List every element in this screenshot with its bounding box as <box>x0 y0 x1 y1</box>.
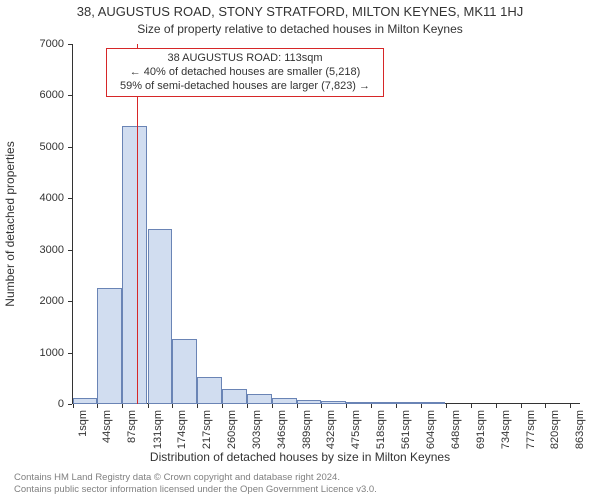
x-tick-label: 131sqm <box>152 410 164 449</box>
y-tick-label: 1000 <box>24 347 64 359</box>
chart-container: 38, AUGUSTUS ROAD, STONY STRATFORD, MILT… <box>0 0 600 500</box>
footer-attribution: Contains HM Land Registry data © Crown c… <box>14 472 377 496</box>
x-tick-label: 174sqm <box>176 410 188 449</box>
x-tick-label: 863sqm <box>574 410 586 449</box>
x-tick-mark <box>446 404 447 408</box>
y-tick-mark <box>68 147 72 148</box>
histogram-bar <box>73 398 98 404</box>
y-tick-mark <box>68 44 72 45</box>
y-tick-label: 7000 <box>24 38 64 50</box>
x-tick-mark <box>471 404 472 408</box>
histogram-bar <box>297 400 322 404</box>
histogram-bar <box>148 229 173 404</box>
x-tick-mark <box>197 404 198 408</box>
y-tick-mark <box>68 301 72 302</box>
histogram-bar <box>371 402 396 404</box>
x-tick-mark <box>545 404 546 408</box>
x-tick-label: 648sqm <box>450 410 462 449</box>
histogram-bar <box>172 339 197 404</box>
x-tick-mark <box>272 404 273 408</box>
histogram-bar <box>97 288 122 404</box>
y-tick-mark <box>68 404 72 405</box>
x-tick-mark <box>396 404 397 408</box>
y-tick-mark <box>68 198 72 199</box>
y-tick-label: 5000 <box>24 141 64 153</box>
histogram-bar <box>122 126 147 404</box>
y-tick-label: 4000 <box>24 192 64 204</box>
y-tick-mark <box>68 95 72 96</box>
annotation-box: 38 AUGUSTUS ROAD: 113sqm← 40% of detache… <box>106 48 384 97</box>
chart-subtitle: Size of property relative to detached ho… <box>0 22 600 36</box>
y-tick-label: 6000 <box>24 89 64 101</box>
x-tick-mark <box>73 404 74 408</box>
x-tick-label: 87sqm <box>126 410 138 443</box>
y-tick-label: 3000 <box>24 244 64 256</box>
x-tick-label: 303sqm <box>251 410 263 449</box>
reference-line <box>137 44 138 404</box>
y-tick-label: 2000 <box>24 295 64 307</box>
x-tick-mark <box>247 404 248 408</box>
x-tick-mark <box>122 404 123 408</box>
x-tick-mark <box>570 404 571 408</box>
plot-area: 010002000300040005000600070001sqm44sqm87… <box>72 44 580 404</box>
x-tick-mark <box>421 404 422 408</box>
histogram-bar <box>222 389 247 404</box>
x-tick-label: 777sqm <box>525 410 537 449</box>
annotation-line: 38 AUGUSTUS ROAD: 113sqm <box>113 52 377 66</box>
x-tick-label: 260sqm <box>226 410 238 449</box>
y-tick-mark <box>68 353 72 354</box>
x-tick-mark <box>148 404 149 408</box>
x-tick-label: 734sqm <box>500 410 512 449</box>
x-tick-label: 44sqm <box>101 410 113 443</box>
x-tick-label: 604sqm <box>425 410 437 449</box>
histogram-bar <box>421 402 446 404</box>
x-tick-label: 217sqm <box>201 410 213 449</box>
x-axis-title: Distribution of detached houses by size … <box>0 450 600 464</box>
histogram-bar <box>247 394 272 404</box>
x-tick-mark <box>172 404 173 408</box>
x-tick-label: 389sqm <box>301 410 313 449</box>
annotation-line: ← 40% of detached houses are smaller (5,… <box>113 66 377 80</box>
y-axis-title: Number of detached properties <box>3 141 17 306</box>
footer-line-2: Contains public sector information licen… <box>14 484 377 496</box>
x-tick-mark <box>222 404 223 408</box>
footer-line-1: Contains HM Land Registry data © Crown c… <box>14 472 377 484</box>
x-tick-mark <box>371 404 372 408</box>
y-tick-mark <box>68 250 72 251</box>
x-tick-mark <box>297 404 298 408</box>
x-tick-mark <box>97 404 98 408</box>
histogram-bar <box>197 377 222 404</box>
chart-title: 38, AUGUSTUS ROAD, STONY STRATFORD, MILT… <box>0 4 600 19</box>
x-tick-label: 518sqm <box>375 410 387 449</box>
histogram-bar <box>346 402 371 404</box>
x-tick-label: 691sqm <box>475 410 487 449</box>
histogram-bar <box>272 398 297 404</box>
x-tick-mark <box>496 404 497 408</box>
x-tick-mark <box>521 404 522 408</box>
annotation-line: 59% of semi-detached houses are larger (… <box>113 80 377 94</box>
x-tick-mark <box>321 404 322 408</box>
histogram-bar <box>396 402 421 404</box>
x-tick-label: 561sqm <box>400 410 412 449</box>
x-tick-label: 1sqm <box>77 410 89 437</box>
y-tick-label: 0 <box>24 398 64 410</box>
x-tick-mark <box>346 404 347 408</box>
x-tick-label: 820sqm <box>549 410 561 449</box>
histogram-bar <box>321 401 346 404</box>
x-tick-label: 432sqm <box>325 410 337 449</box>
x-tick-label: 475sqm <box>350 410 362 449</box>
x-tick-label: 346sqm <box>276 410 288 449</box>
